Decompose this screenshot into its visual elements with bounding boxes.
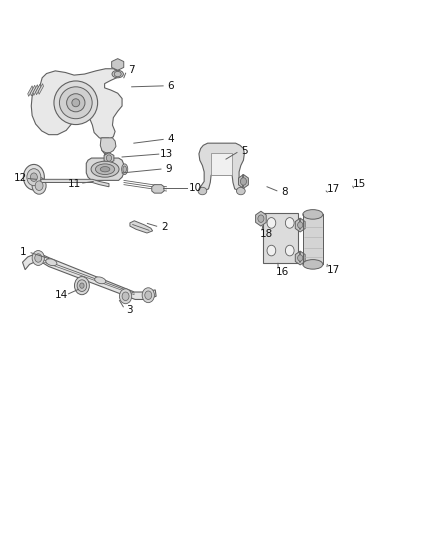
Circle shape	[286, 245, 294, 256]
Ellipse shape	[303, 209, 323, 219]
Polygon shape	[199, 143, 244, 191]
Ellipse shape	[91, 161, 119, 177]
Ellipse shape	[114, 71, 121, 77]
Polygon shape	[41, 179, 109, 187]
Ellipse shape	[198, 187, 207, 195]
Text: 12: 12	[14, 173, 27, 183]
Ellipse shape	[95, 164, 115, 174]
Text: 3: 3	[126, 305, 133, 315]
Text: 18: 18	[260, 229, 273, 239]
Circle shape	[32, 251, 44, 265]
Ellipse shape	[123, 166, 127, 172]
Polygon shape	[130, 221, 152, 233]
Circle shape	[35, 181, 43, 190]
Text: 7: 7	[128, 65, 135, 75]
Circle shape	[120, 289, 132, 304]
Text: 11: 11	[68, 179, 81, 189]
Ellipse shape	[72, 99, 80, 107]
Circle shape	[240, 177, 247, 185]
Text: 17: 17	[327, 184, 340, 194]
Circle shape	[77, 280, 87, 292]
Polygon shape	[31, 69, 122, 140]
Circle shape	[142, 288, 154, 303]
Text: 8: 8	[281, 187, 288, 197]
Ellipse shape	[60, 87, 92, 119]
Ellipse shape	[100, 166, 110, 172]
Polygon shape	[211, 153, 232, 175]
Circle shape	[27, 168, 41, 185]
Polygon shape	[295, 218, 305, 232]
Ellipse shape	[122, 164, 128, 174]
Text: 10: 10	[188, 183, 201, 193]
Text: 6: 6	[168, 81, 174, 91]
Text: 15: 15	[353, 179, 366, 189]
Circle shape	[80, 283, 84, 288]
Circle shape	[30, 173, 37, 181]
Polygon shape	[22, 254, 156, 300]
Circle shape	[286, 217, 294, 228]
Polygon shape	[28, 86, 33, 96]
Polygon shape	[35, 84, 41, 95]
Text: 14: 14	[54, 290, 67, 300]
Text: 5: 5	[241, 146, 247, 156]
Polygon shape	[101, 138, 111, 154]
Text: 16: 16	[276, 267, 289, 277]
Ellipse shape	[95, 277, 106, 284]
Ellipse shape	[237, 187, 245, 195]
Ellipse shape	[54, 81, 98, 125]
Circle shape	[74, 277, 89, 295]
Circle shape	[297, 255, 303, 261]
Polygon shape	[256, 211, 266, 226]
Polygon shape	[30, 85, 35, 96]
Text: 1: 1	[20, 247, 27, 256]
Circle shape	[267, 245, 276, 256]
Polygon shape	[100, 138, 116, 153]
Polygon shape	[263, 213, 298, 263]
Circle shape	[297, 222, 303, 228]
Ellipse shape	[303, 260, 323, 269]
Ellipse shape	[112, 70, 124, 78]
Text: 17: 17	[327, 265, 340, 274]
Polygon shape	[86, 158, 124, 180]
Text: 13: 13	[160, 149, 173, 159]
Polygon shape	[38, 84, 43, 94]
Polygon shape	[152, 184, 164, 193]
Circle shape	[145, 291, 152, 300]
Polygon shape	[112, 59, 124, 70]
Circle shape	[35, 254, 42, 262]
Polygon shape	[104, 153, 114, 164]
Ellipse shape	[46, 259, 57, 265]
Circle shape	[32, 177, 46, 194]
Polygon shape	[239, 174, 248, 188]
Polygon shape	[33, 85, 38, 95]
Text: 2: 2	[161, 222, 168, 232]
Polygon shape	[295, 251, 305, 265]
Circle shape	[267, 217, 276, 228]
Circle shape	[106, 155, 112, 161]
Text: 9: 9	[166, 164, 172, 174]
Circle shape	[23, 165, 44, 190]
Circle shape	[122, 292, 129, 301]
Polygon shape	[303, 214, 323, 264]
Circle shape	[258, 215, 264, 222]
Text: 4: 4	[168, 134, 174, 144]
Ellipse shape	[67, 94, 85, 112]
